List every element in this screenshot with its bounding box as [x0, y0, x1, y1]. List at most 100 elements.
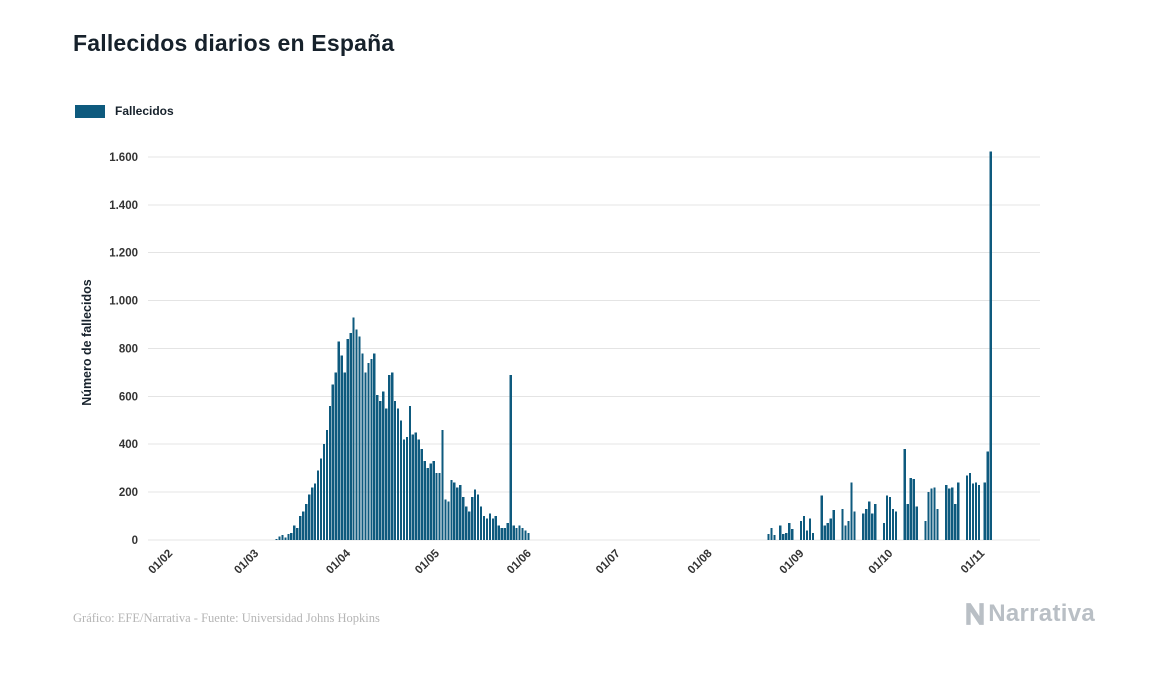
bar [402, 439, 406, 540]
bar [343, 372, 346, 540]
bar [382, 391, 385, 540]
y-axis-tick-label: 1.000 [109, 296, 138, 308]
bar [479, 506, 483, 540]
bar [500, 528, 503, 540]
legend-swatch-icon [75, 104, 105, 118]
bar [379, 401, 382, 540]
bar [945, 484, 948, 540]
x-axis-tick-label: 01/10 [867, 548, 896, 577]
y-axis-tick-label: 1.200 [109, 248, 138, 260]
bar [308, 494, 311, 540]
bar [989, 151, 992, 541]
bar [355, 329, 358, 540]
legend-label: Fallecidos [115, 104, 174, 118]
bar [968, 472, 972, 540]
bar [521, 528, 524, 540]
bar [370, 358, 373, 540]
bar [930, 488, 933, 540]
bar [512, 525, 515, 540]
bar [924, 520, 927, 540]
bar [399, 420, 403, 540]
bar [358, 336, 361, 540]
bar [325, 429, 329, 540]
bar [491, 518, 495, 540]
bar [319, 458, 323, 540]
bar [373, 353, 376, 540]
bar [465, 506, 468, 540]
bar [376, 395, 379, 540]
bar [936, 508, 939, 540]
bar [927, 492, 930, 540]
bar [874, 504, 877, 540]
bar [799, 520, 803, 540]
x-axis-tick-label: 01/04 [324, 547, 353, 576]
bar [322, 444, 326, 540]
legend: Fallecidos [75, 104, 174, 118]
bar [957, 482, 960, 540]
bar [965, 475, 969, 540]
bar [453, 482, 456, 540]
bar [420, 449, 423, 540]
bar [340, 355, 343, 540]
bar [494, 516, 497, 540]
bar [281, 535, 284, 540]
bar [951, 487, 954, 540]
bar [473, 489, 477, 540]
bar [476, 494, 480, 540]
bar [278, 536, 281, 540]
bar [518, 525, 521, 540]
bar [882, 523, 886, 540]
y-axis-tick-label: 600 [119, 391, 138, 403]
bar [471, 496, 474, 540]
bar [909, 477, 912, 540]
x-axis-tick-label: 01/07 [594, 548, 623, 577]
bar [983, 482, 986, 540]
bar [408, 405, 412, 540]
bar [853, 511, 856, 540]
bar [986, 451, 989, 540]
bar [868, 501, 871, 540]
x-axis-tick-label: 01/05 [413, 547, 442, 576]
bar [296, 528, 299, 540]
bar [805, 530, 809, 540]
bar [773, 535, 776, 540]
bar [847, 520, 850, 540]
bar [367, 362, 370, 540]
bar [396, 408, 400, 540]
bar [275, 538, 278, 540]
bar [844, 525, 847, 540]
bar [411, 434, 415, 540]
bar [456, 487, 459, 540]
bar [432, 461, 435, 540]
narrativa-n-icon [966, 603, 984, 625]
bar [482, 516, 486, 540]
bar [865, 508, 868, 540]
bar [829, 518, 832, 540]
y-axis-tick-label: 1.400 [109, 200, 138, 212]
bar [850, 482, 853, 540]
bar [811, 532, 815, 540]
bar [310, 487, 314, 540]
bar [361, 353, 364, 540]
bar [417, 439, 420, 540]
bar [405, 437, 409, 540]
bar [352, 317, 355, 540]
x-axis-tick-label: 01/11 [959, 547, 988, 576]
bar [802, 516, 806, 540]
bar [912, 478, 915, 540]
bar [871, 513, 874, 540]
bar [488, 513, 492, 540]
bar [293, 525, 296, 540]
bar [782, 534, 785, 540]
x-axis-tick-label: 01/06 [505, 548, 534, 577]
bar [299, 516, 302, 540]
bar [820, 495, 823, 540]
bar [316, 470, 320, 540]
y-axis-tick-label: 400 [119, 439, 138, 451]
bar [364, 372, 367, 540]
bar [903, 449, 906, 540]
bar [429, 463, 432, 540]
bar [788, 523, 791, 540]
bar [305, 504, 308, 540]
